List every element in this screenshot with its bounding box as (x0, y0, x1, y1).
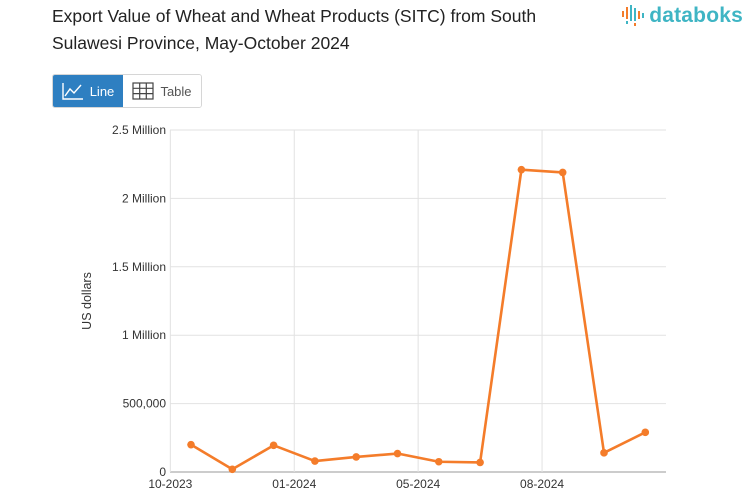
y-axis-label: US dollars (80, 272, 94, 330)
chart-title: Export Value of Wheat and Wheat Products… (52, 6, 537, 53)
y-tick-label: 0 (159, 465, 166, 479)
table-view-label: Table (160, 83, 192, 99)
chart-grid (169, 129, 666, 473)
data-point[interactable] (311, 457, 319, 465)
data-point[interactable] (435, 457, 443, 466)
chart-series (187, 165, 650, 474)
data-point[interactable] (187, 440, 195, 449)
data-point[interactable] (641, 428, 650, 437)
series-line (190, 168, 646, 471)
data-point[interactable] (228, 465, 237, 474)
line-chart-icon (62, 83, 83, 100)
data-point[interactable] (517, 165, 526, 174)
data-point[interactable] (352, 453, 361, 461)
y-tick-label: 500,000 (123, 397, 167, 411)
x-tick-label: 05-2024 (396, 477, 440, 491)
databoks-logo[interactable]: databoks (621, 4, 743, 28)
table-view-button[interactable]: Table (123, 75, 201, 107)
line-view-button[interactable]: Line (53, 75, 123, 107)
data-point[interactable] (558, 168, 567, 177)
y-tick-label: 2 Million (122, 191, 166, 205)
data-point[interactable] (393, 449, 402, 458)
chart-axes: 0 500,000 1 Million 1.5 Million 2 Million 2.5… (112, 123, 564, 491)
logo-text: databoks (649, 4, 743, 27)
y-tick-label: 1.5 Million (112, 260, 166, 274)
bar-pattern-icon (622, 5, 645, 26)
data-point[interactable] (476, 458, 484, 467)
x-tick-label: 01-2024 (272, 477, 316, 491)
table-grid-icon (132, 82, 155, 100)
view-toggle: Line Table (52, 74, 202, 108)
data-point[interactable] (269, 441, 278, 450)
line-view-label: Line (89, 83, 115, 99)
y-tick-label: 1 Million (122, 328, 166, 342)
data-point[interactable] (600, 449, 608, 457)
x-tick-label: 08-2024 (520, 477, 564, 491)
y-tick-label: 2.5 Million (112, 123, 166, 137)
x-tick-label: 10-2023 (148, 477, 192, 491)
